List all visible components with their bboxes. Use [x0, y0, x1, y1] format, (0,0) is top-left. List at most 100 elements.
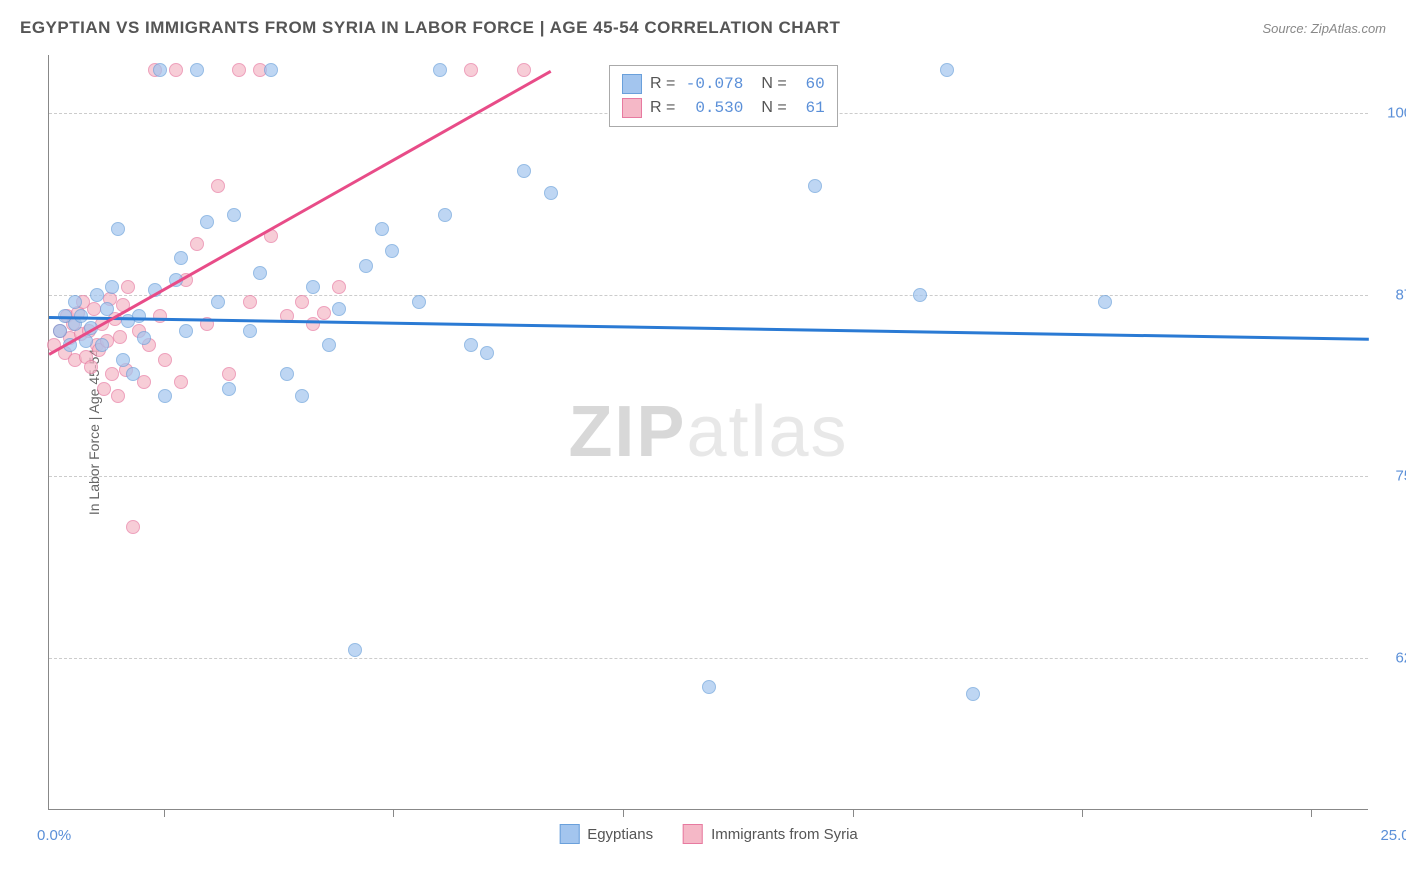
data-point [153, 309, 167, 323]
series-swatch [622, 74, 642, 94]
data-point [517, 63, 531, 77]
data-point [200, 215, 214, 229]
x-tick [1082, 809, 1083, 817]
data-point [913, 288, 927, 302]
data-point [464, 338, 478, 352]
data-point [158, 389, 172, 403]
data-point [332, 302, 346, 316]
chart-header: EGYPTIAN VS IMMIGRANTS FROM SYRIA IN LAB… [20, 18, 1386, 38]
chart-legend: Egyptians Immigrants from Syria [559, 824, 858, 844]
data-point [169, 63, 183, 77]
data-point [966, 687, 980, 701]
data-point [348, 643, 362, 657]
watermark: ZIPatlas [568, 391, 848, 473]
data-point [306, 280, 320, 294]
x-axis-min-label: 0.0% [37, 827, 71, 844]
data-point [111, 389, 125, 403]
data-point [332, 280, 346, 294]
stat-label: R = [650, 75, 675, 93]
chart-title: EGYPTIAN VS IMMIGRANTS FROM SYRIA IN LAB… [20, 18, 840, 38]
data-point [322, 338, 336, 352]
data-point [385, 244, 399, 258]
stat-label: N = [761, 99, 786, 117]
data-point [153, 63, 167, 77]
y-tick-label: 87.5% [1395, 286, 1406, 303]
legend-item: Immigrants from Syria [683, 824, 858, 844]
data-point [222, 367, 236, 381]
legend-label: Egyptians [587, 826, 653, 843]
legend-label: Immigrants from Syria [711, 826, 858, 843]
data-point [84, 360, 98, 374]
data-point [100, 302, 114, 316]
data-point [90, 288, 104, 302]
data-point [940, 63, 954, 77]
data-point [116, 353, 130, 367]
data-point [126, 367, 140, 381]
series-swatch [622, 98, 642, 118]
data-point [174, 251, 188, 265]
data-point [295, 295, 309, 309]
data-point [359, 259, 373, 273]
x-axis-max-label: 25.0% [1380, 827, 1406, 844]
data-point [105, 367, 119, 381]
stat-value: -0.078 [683, 75, 743, 93]
y-tick-label: 100.0% [1387, 105, 1406, 122]
data-point [438, 208, 452, 222]
y-tick-label: 62.5% [1395, 649, 1406, 666]
data-point [264, 63, 278, 77]
data-point [808, 179, 822, 193]
data-point [190, 63, 204, 77]
scatter-chart: ZIPatlas In Labor Force | Age 45-54 0.0%… [48, 55, 1368, 810]
data-point [544, 186, 558, 200]
source-attribution: Source: ZipAtlas.com [1262, 21, 1386, 36]
data-point [295, 389, 309, 403]
data-point [243, 295, 257, 309]
data-point [517, 164, 531, 178]
x-tick [1311, 809, 1312, 817]
legend-item: Egyptians [559, 824, 653, 844]
data-point [97, 382, 111, 396]
x-tick [164, 809, 165, 817]
data-point [243, 324, 257, 338]
data-point [137, 331, 151, 345]
data-point [253, 266, 267, 280]
data-point [179, 324, 193, 338]
data-point [306, 317, 320, 331]
stat-value: 60 [795, 75, 825, 93]
data-point [113, 330, 127, 344]
data-point [211, 295, 225, 309]
data-point [1098, 295, 1112, 309]
stats-box: R = -0.078 N = 60R = 0.530 N = 61 [609, 65, 838, 127]
data-point [105, 280, 119, 294]
gridline [49, 658, 1368, 659]
data-point [464, 63, 478, 77]
data-point [412, 295, 426, 309]
data-point [375, 222, 389, 236]
x-tick [623, 809, 624, 817]
data-point [87, 302, 101, 316]
legend-swatch [559, 824, 579, 844]
legend-swatch [683, 824, 703, 844]
data-point [433, 63, 447, 77]
gridline [49, 476, 1368, 477]
data-point [480, 346, 494, 360]
x-tick [393, 809, 394, 817]
stat-value: 0.530 [683, 99, 743, 117]
stats-row: R = -0.078 N = 60 [622, 72, 825, 96]
stat-label: N = [761, 75, 786, 93]
data-point [53, 324, 67, 338]
data-point [111, 222, 125, 236]
data-point [190, 237, 204, 251]
data-point [132, 309, 146, 323]
data-point [227, 208, 241, 222]
data-point [95, 338, 109, 352]
data-point [317, 306, 331, 320]
data-point [126, 520, 140, 534]
stat-value: 61 [795, 99, 825, 117]
data-point [702, 680, 716, 694]
data-point [121, 280, 135, 294]
data-point [211, 179, 225, 193]
data-point [68, 295, 82, 309]
y-tick-label: 75.0% [1395, 468, 1406, 485]
data-point [232, 63, 246, 77]
